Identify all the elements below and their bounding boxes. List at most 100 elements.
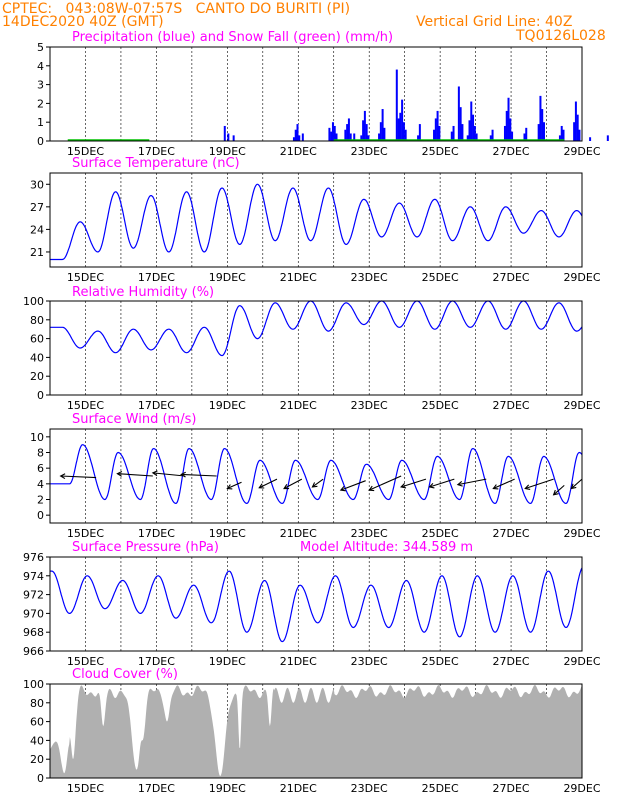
y-tick-label: 21 (30, 246, 44, 259)
precip-bar (459, 107, 462, 141)
y-tick-label: 974 (23, 570, 44, 583)
y-tick-label: 80 (30, 697, 44, 710)
x-tick-label: 19DEC (209, 399, 246, 412)
x-tick-label: 25DEC (422, 527, 459, 540)
y-tick-label: 10 (30, 431, 44, 444)
x-tick-label: 27DEC (493, 399, 530, 412)
y-tick-label: 972 (23, 589, 44, 602)
wind-arrow (340, 480, 366, 491)
precip-bar (346, 124, 349, 141)
y-tick-label: 968 (23, 626, 44, 639)
x-tick-label: 19DEC (209, 655, 246, 668)
precip-bar (365, 124, 368, 141)
x-tick-label: 29DEC (563, 271, 600, 284)
wind-arrow (570, 478, 583, 489)
panel-title-precip: Precipitation (blue) and Snow Fall (gree… (72, 30, 393, 45)
precip-bar (360, 135, 363, 141)
x-tick-label: 21DEC (280, 271, 317, 284)
wind-arrow (283, 478, 303, 490)
precip-bar (353, 133, 356, 141)
cloud-cover-area (50, 685, 582, 778)
y-tick-label: 0 (37, 389, 44, 402)
precip-bar (475, 133, 478, 141)
header-grid-note: Vertical Grid Line: 40Z (416, 14, 573, 30)
y-tick-label: 1 (37, 116, 44, 129)
y-tick-label: 4 (37, 478, 44, 491)
y-tick-label: 0 (37, 772, 44, 785)
wind-arrow-head (339, 485, 346, 492)
precip-bar (472, 114, 475, 141)
precip-bar (542, 122, 545, 141)
precip-bar (525, 127, 528, 141)
precip-bar (402, 122, 405, 141)
x-tick-label: 21DEC (280, 145, 317, 158)
y-tick-label: 20 (30, 753, 44, 766)
precip-bar (292, 137, 295, 141)
precip-bar (503, 125, 506, 141)
wind-arrow (60, 475, 97, 479)
header-datetime: 14DEC2020 40Z (GMT) (2, 14, 164, 30)
precip-bar (381, 109, 384, 141)
y-tick-label: 976 (23, 551, 44, 564)
panel-title-temp: Surface Temperature (nC) (72, 156, 240, 171)
y-tick-label: 20 (30, 370, 44, 383)
panel-precip: Precipitation (blue) and Snow Fall (gree… (37, 30, 609, 158)
precip-bar (468, 120, 471, 141)
precip-bar (397, 118, 400, 141)
x-tick-label: 15DEC (67, 145, 104, 158)
y-tick-label: 970 (23, 607, 44, 620)
wind-arrow-head (180, 471, 186, 478)
plot-frame (49, 556, 583, 652)
y-tick-label: 966 (23, 645, 44, 658)
precip-bar (539, 95, 542, 141)
wind-arrow (525, 478, 554, 490)
wind-arrow (181, 473, 217, 477)
y-tick-label: 3 (37, 79, 44, 92)
x-tick-label: 17DEC (138, 655, 175, 668)
wind-arrow (493, 478, 515, 490)
x-tick-label: 21DEC (280, 399, 317, 412)
x-tick-label: 19DEC (209, 271, 246, 284)
precip-bar (491, 129, 494, 141)
y-tick-label: 100 (23, 295, 44, 308)
precip-bar (589, 137, 592, 141)
precip-bar (511, 131, 514, 141)
y-tick-label: 5 (37, 41, 44, 54)
precip-bar (562, 129, 565, 141)
precip-bar (473, 125, 476, 141)
panel-subtitle-pres: Model Altitude: 344.589 m (300, 540, 473, 555)
x-tick-label: 25DEC (422, 399, 459, 412)
precip-bar (560, 125, 563, 141)
precip-bar (574, 101, 577, 141)
precip-bar (367, 135, 370, 141)
x-tick-label: 27DEC (493, 782, 530, 795)
x-tick-label: 21DEC (280, 655, 317, 668)
precip-bar (470, 101, 473, 141)
wind-arrow-head (456, 481, 463, 487)
x-tick-label: 23DEC (351, 399, 388, 412)
header-run-id: TQ0126L028 (516, 28, 606, 44)
precip-bar (227, 133, 230, 141)
wind-arrow (227, 481, 242, 490)
wind-arrow-head (570, 483, 577, 490)
precip-bar (576, 114, 579, 141)
precip-bar (509, 118, 512, 141)
wind-arrow-head (258, 483, 265, 489)
x-tick-label: 29DEC (563, 655, 600, 668)
y-tick-label: 40 (30, 351, 44, 364)
x-tick-label: 15DEC (67, 655, 104, 668)
precip-bar (347, 118, 350, 141)
panel-pres: Surface Pressure (hPa) Model Altitude: 34… (23, 540, 601, 668)
precip-bar (436, 110, 439, 141)
plot-frame (49, 172, 583, 268)
precip-bar (383, 127, 386, 141)
precip-bar (379, 122, 382, 141)
x-tick-label: 27DEC (493, 655, 530, 668)
x-tick-label: 29DEC (563, 145, 600, 158)
panel-wind: Surface Wind (m/s) 0 2 4 6 8 10 15DEC 17DEC 19DEC… (30, 412, 601, 540)
series-line-temp (50, 183, 583, 261)
precip-bar (294, 129, 297, 141)
precip-bar (330, 131, 333, 141)
precip-bar (335, 133, 338, 141)
precip-bar (466, 135, 469, 141)
